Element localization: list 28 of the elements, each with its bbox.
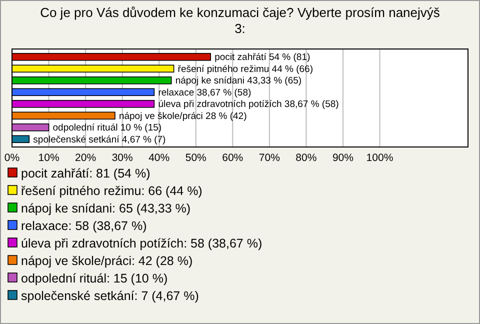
data-label: nápoj ve škole/práci 28 % (42) [118,110,247,122]
data-label: odpolední rituál 10 % (15) [52,122,162,134]
legend-label: odpolední rituál: 15 (10 %) [21,271,168,286]
legend-label: úleva při zdravotních potížích: 58 (38,67 %) [21,236,262,250]
x-tick-label: 50% [185,152,206,164]
data-label: nápoj ke snídani 43,33 % (65) [175,76,302,87]
x-tick-label: 10% [38,152,60,164]
legend-label: nápoj ke snídani: 65 (43,33 %) [21,201,191,216]
x-tick-label: 70% [258,152,280,164]
chart-title: Co je pro Vás důvodem ke konzumaci čaje? Vyberte prosím nanejvýš 3: [40,5,440,36]
x-tick-label: 40% [148,152,170,164]
x-tick-label: 0% [4,152,20,164]
legend-label: pocit zahřátí: 81 (54 %) [21,166,150,180]
legend-label: řešení pitného režimu: 66 (44 %) [21,184,202,198]
data-label: relaxace 38,67 % (58) [158,87,252,98]
legend-label: nápoj ve škole/práci: 42 (28 %) [21,254,193,268]
legend-label: relaxace: 58 (38,67 %) [21,218,147,233]
data-label: úleva při zdravotních potížích 38,67 % (58) [158,99,339,110]
legend-label: společenské setkání: 7 (4,67 %) [21,288,199,303]
data-label: společenské setkání 4,67 % (7) [33,134,166,146]
x-tick-label: 80% [296,152,317,164]
x-tick-label: 60% [222,152,244,164]
data-label: řešení pitného režimu 44 % (66) [178,64,313,75]
x-tick-label: 90% [332,152,354,164]
x-tick-label: 30% [112,152,133,164]
x-tick-label: 100% [366,152,394,164]
data-label: pocit zahřátí 54 % (81) [214,52,310,64]
x-tick-label: 20% [75,152,96,164]
